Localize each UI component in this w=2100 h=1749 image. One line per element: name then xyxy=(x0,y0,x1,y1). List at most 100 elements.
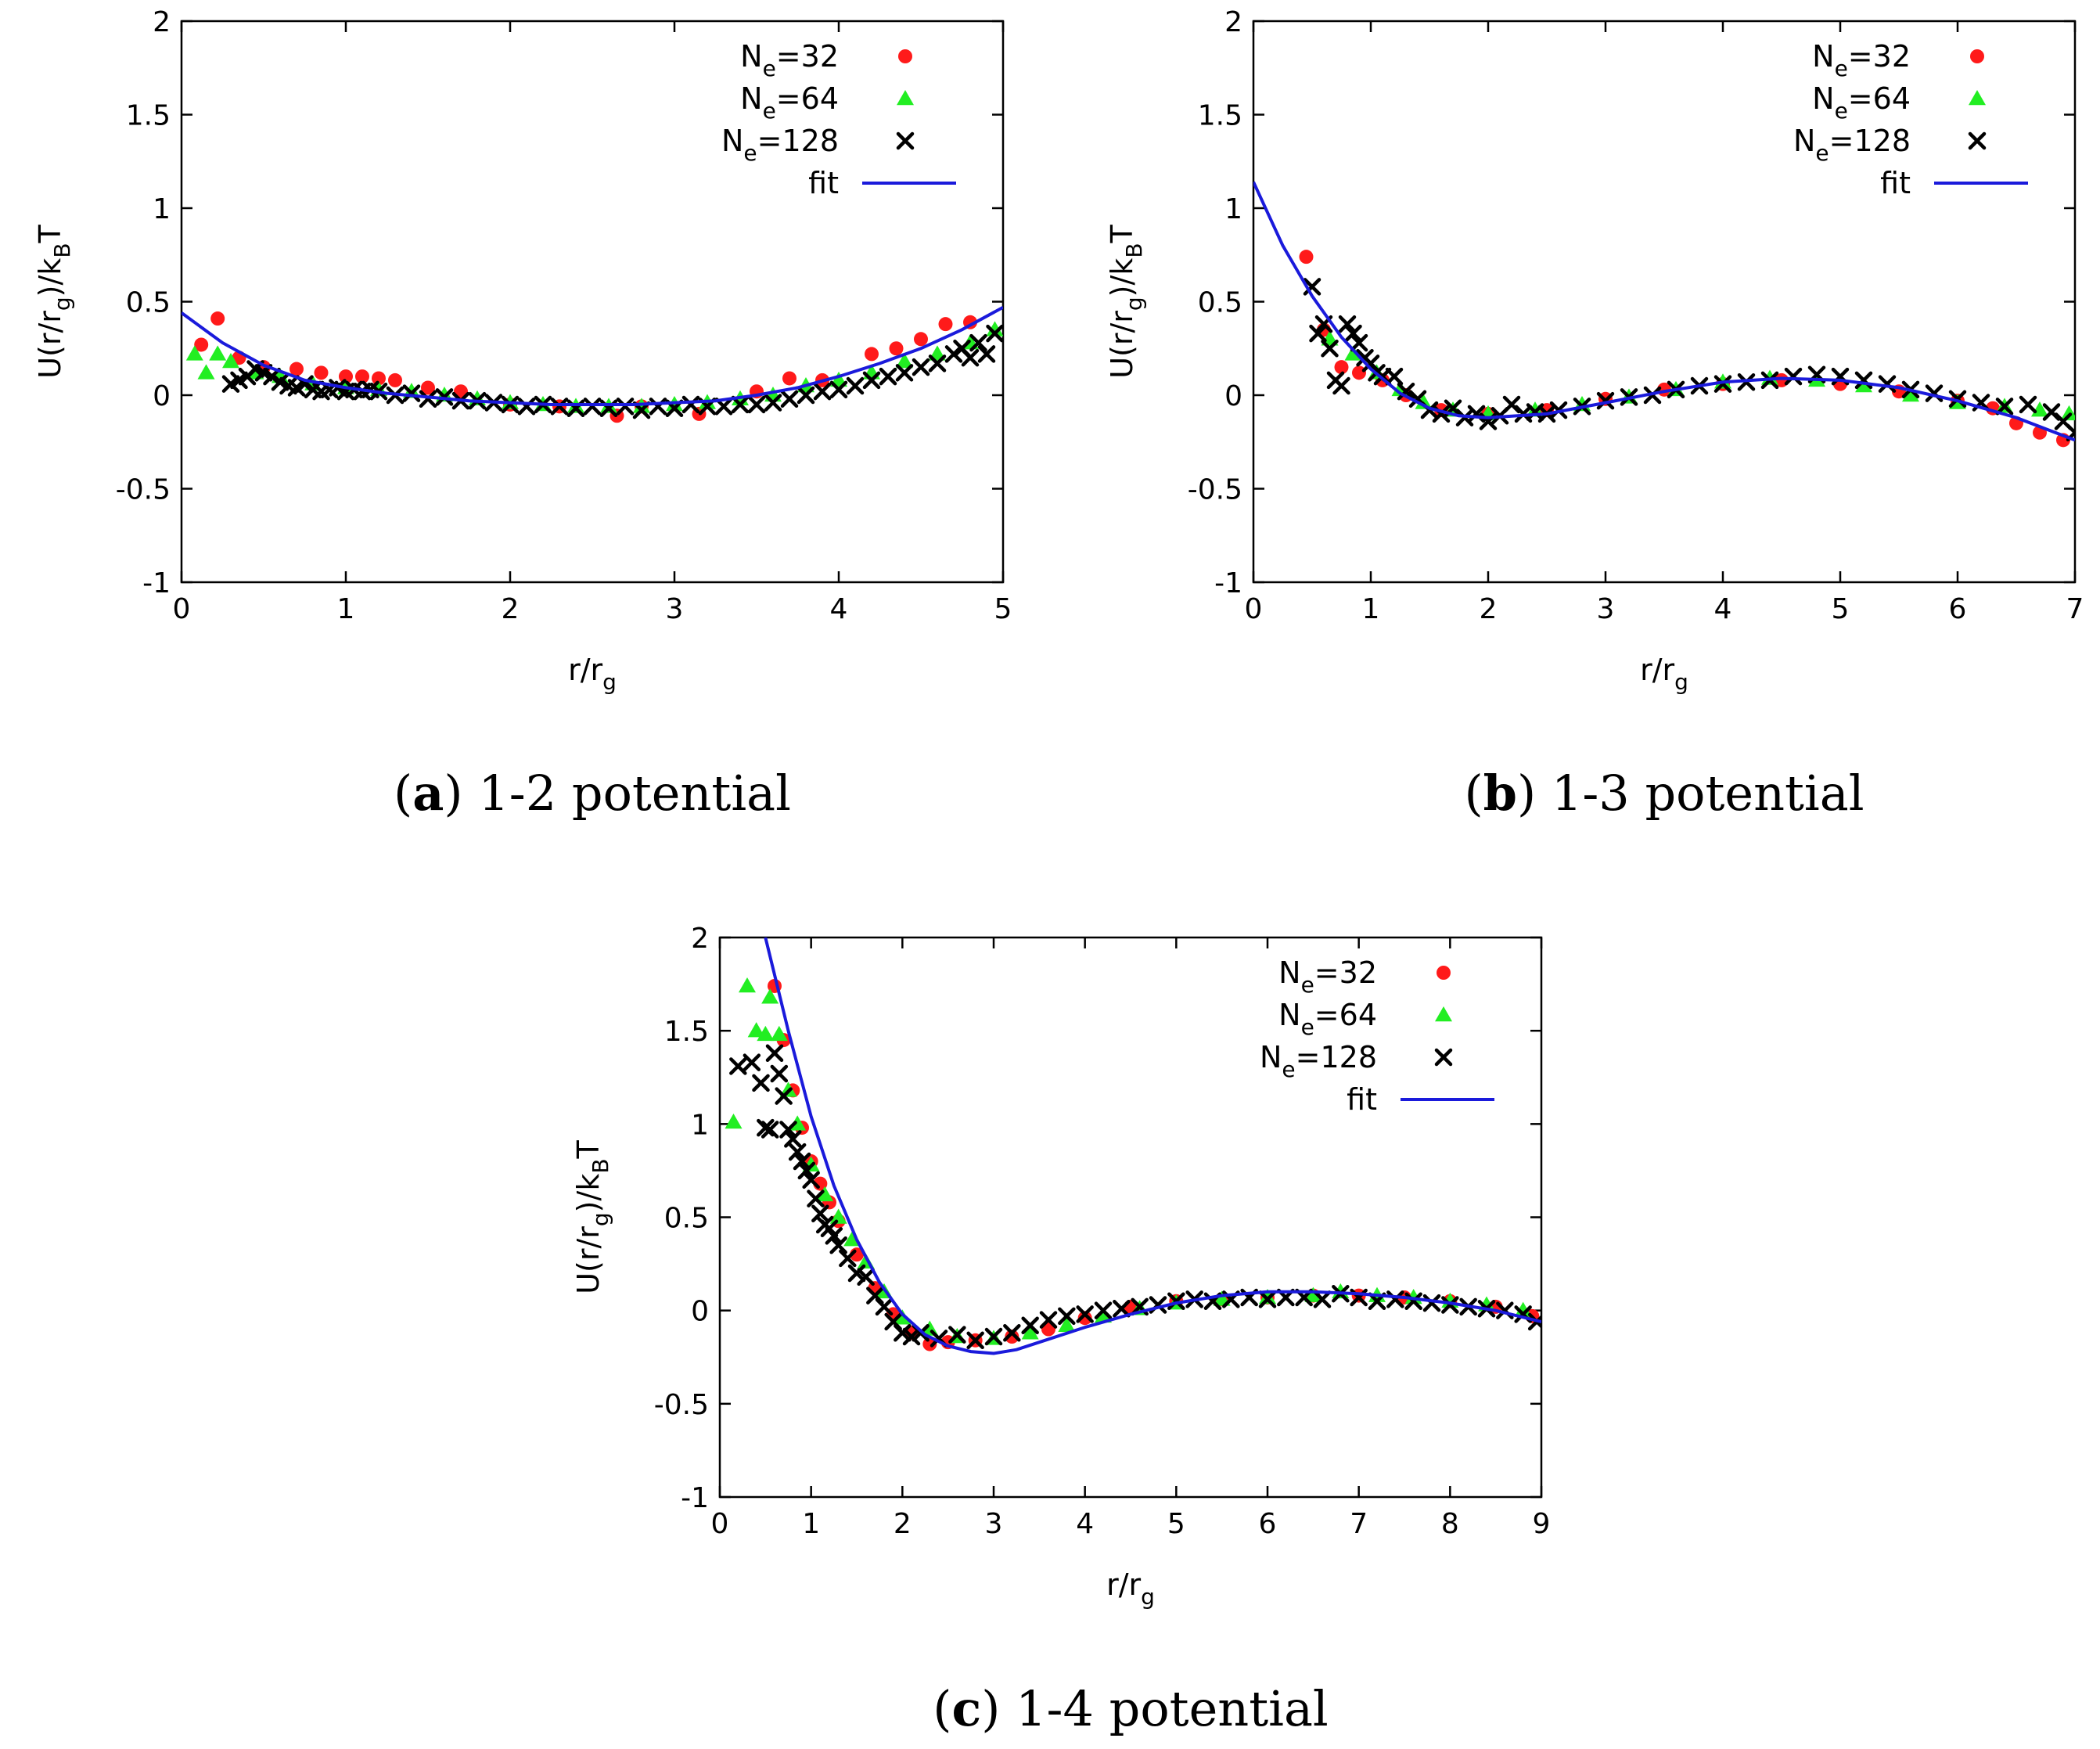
data-point xyxy=(739,977,756,993)
data-point xyxy=(388,372,402,387)
data-point xyxy=(928,354,947,372)
y-axis-title: U(r/rg)/kBT xyxy=(1105,224,1147,378)
series-ne128 xyxy=(729,1044,1541,1350)
data-point xyxy=(197,364,215,380)
data-point xyxy=(796,386,815,405)
data-point xyxy=(793,1152,811,1171)
data-point xyxy=(1077,1311,1092,1326)
data-point xyxy=(938,317,953,332)
data-point xyxy=(948,1326,966,1344)
legend-marker xyxy=(1435,1006,1452,1022)
plot-frame xyxy=(180,20,1005,584)
y-tick-label: 2 xyxy=(1224,6,1242,38)
data-point xyxy=(757,1025,775,1042)
data-point xyxy=(829,1208,847,1224)
data-point xyxy=(550,398,569,416)
data-point xyxy=(752,1074,770,1092)
data-point xyxy=(1313,1290,1332,1308)
figure-caption: (c) 1-4 potential xyxy=(933,1680,1329,1737)
legend-label: Ne=32 xyxy=(740,39,839,81)
data-point xyxy=(287,379,306,397)
fit-line xyxy=(1253,181,2075,442)
legend-item: Ne=128 xyxy=(1260,1040,1453,1082)
data-point xyxy=(1113,1300,1131,1318)
data-point xyxy=(779,1121,797,1139)
figure-caption: (a) 1-2 potential xyxy=(394,765,791,822)
fit-line xyxy=(764,937,1541,1355)
x-tick-label: 1 xyxy=(1362,593,1380,625)
x-tick-label: 2 xyxy=(894,1508,912,1540)
data-point xyxy=(784,1130,802,1148)
data-point xyxy=(797,1161,816,1180)
data-point xyxy=(879,367,897,386)
data-point xyxy=(813,382,832,401)
data-point xyxy=(944,345,963,363)
data-point xyxy=(770,1064,789,1083)
y-tick-label: 0.5 xyxy=(664,1203,709,1235)
data-point xyxy=(1713,375,1732,393)
legend-item: Ne=64 xyxy=(1812,81,1986,124)
x-tick-label: 5 xyxy=(1832,593,1850,625)
data-point xyxy=(1094,1301,1113,1319)
legend-label: fit xyxy=(1347,1082,1377,1117)
data-point xyxy=(1076,1305,1094,1323)
data-point xyxy=(765,1044,784,1063)
legend-item: Ne=128 xyxy=(721,124,915,166)
x-tick-label: 5 xyxy=(994,593,1012,625)
data-point xyxy=(314,365,329,380)
data-point xyxy=(788,1143,807,1161)
series-fit xyxy=(182,305,1003,406)
data-layer xyxy=(1253,181,2075,448)
data-point xyxy=(1003,1324,1021,1342)
x-axis-title: r/rg xyxy=(1106,1567,1155,1610)
data-point xyxy=(1385,367,1404,386)
data-point xyxy=(1338,315,1357,333)
data-point xyxy=(1304,1287,1322,1302)
data-point xyxy=(649,398,667,416)
y-tick-label: 0 xyxy=(1224,380,1242,412)
x-tick-label: 2 xyxy=(1480,593,1498,625)
data-point xyxy=(896,352,913,369)
data-point xyxy=(782,371,796,386)
data-layer xyxy=(182,305,1003,423)
data-point xyxy=(802,1171,820,1189)
legend-label: Ne=32 xyxy=(1812,39,1911,81)
x-tick-label: 7 xyxy=(2066,593,2084,625)
y-tick-label: 2 xyxy=(691,923,709,955)
data-point xyxy=(894,1324,912,1342)
y-tick-label: 1.5 xyxy=(126,100,171,132)
data-point xyxy=(825,1227,843,1245)
data-point xyxy=(829,380,848,399)
data-point xyxy=(1397,382,1415,401)
y-tick-label: -0.5 xyxy=(654,1389,709,1421)
data-point xyxy=(1299,250,1314,265)
legend-marker xyxy=(1968,131,1987,150)
data-point xyxy=(501,395,520,414)
data-point xyxy=(681,395,700,414)
y-tick-label: -0.5 xyxy=(1188,474,1242,506)
y-tick-label: 1 xyxy=(691,1109,709,1141)
figure-caption: (b) 1-3 potential xyxy=(1464,765,1864,822)
series-ne32 xyxy=(1299,250,2070,448)
data-point xyxy=(895,364,914,382)
data-point xyxy=(583,398,602,416)
data-point xyxy=(725,1113,743,1129)
x-tick-label: 6 xyxy=(1259,1508,1277,1540)
data-point xyxy=(1321,340,1339,358)
data-point xyxy=(1902,387,1919,402)
y-axis-title: U(r/rg)/kBT xyxy=(33,224,75,378)
y-tick-label: -1 xyxy=(142,567,171,599)
data-point xyxy=(857,1268,875,1287)
legend-item: Ne=64 xyxy=(1278,998,1452,1040)
x-tick-label: 7 xyxy=(1350,1508,1368,1540)
y-tick-label: 1.5 xyxy=(1198,100,1242,132)
data-point xyxy=(372,371,386,386)
data-point xyxy=(221,375,240,393)
data-point xyxy=(1058,1307,1076,1326)
data-point xyxy=(969,333,987,352)
data-point xyxy=(894,1309,912,1325)
data-point xyxy=(811,1204,829,1222)
data-point xyxy=(757,1118,775,1137)
